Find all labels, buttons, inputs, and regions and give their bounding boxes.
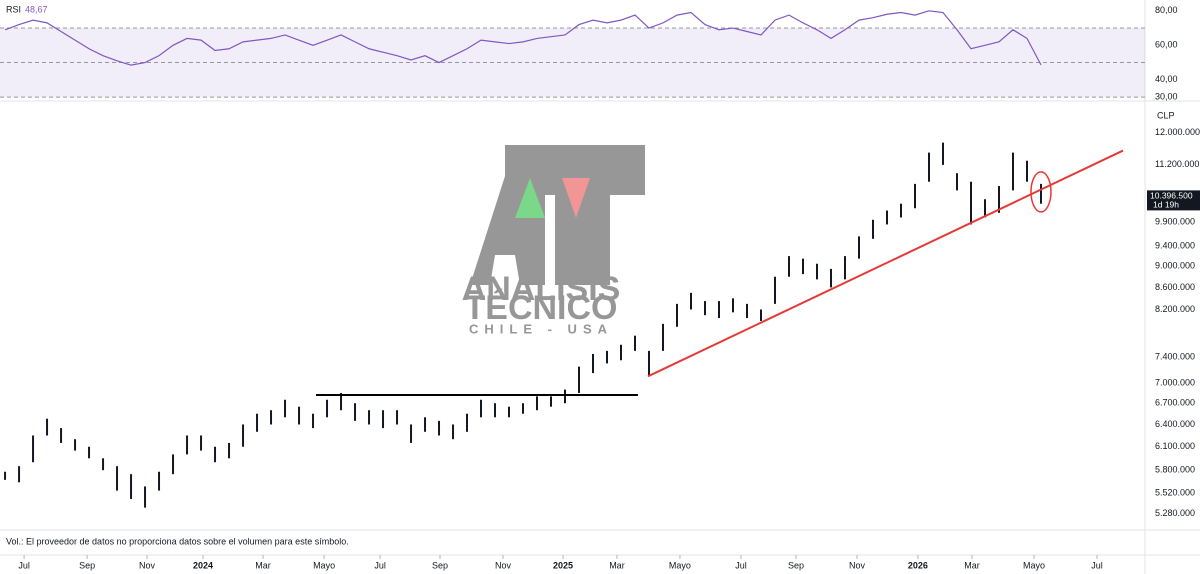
- y-tick-label: 6.400.000: [1155, 419, 1195, 429]
- highlight: [1030, 171, 1052, 213]
- y-tick-label: 60,00: [1155, 40, 1178, 50]
- x-tick-label: Jul: [18, 560, 30, 570]
- y-tick-label: 6.700.000: [1155, 398, 1195, 408]
- rsi-line: [4, 10, 1042, 66]
- y-tick-label: 9.400.000: [1155, 241, 1195, 251]
- y-tick-label: 5.280.000: [1155, 508, 1195, 518]
- y-tick-label: 8.200.000: [1155, 304, 1195, 314]
- x-tick-label: Mar: [964, 560, 980, 570]
- trend-line: [647, 149, 1124, 378]
- y-tick-label: 5.800.000: [1155, 465, 1195, 475]
- y-tick-label: 5.520.000: [1155, 487, 1195, 497]
- price-tag-label: 10.396.500: [1150, 191, 1193, 201]
- x-tick-label: Nov: [495, 560, 512, 570]
- x-tick-label: Sep: [788, 560, 804, 570]
- x-tick-label: Jul: [735, 560, 747, 570]
- y-tick-label: 80,00: [1155, 5, 1178, 15]
- x-tick-label: Mayo: [1023, 560, 1045, 570]
- y-tick-label: 9.000.000: [1155, 261, 1195, 271]
- x-tick-label: Sep: [79, 560, 95, 570]
- logo-stem: [555, 145, 610, 285]
- footer-note: Vol.: El proveedor de datos no proporcio…: [6, 536, 349, 546]
- logo-a: [470, 145, 545, 285]
- y-tick-label: 12.000.000: [1155, 127, 1200, 137]
- y-tick-label: 9.900.000: [1155, 216, 1195, 226]
- y-tick-label: 11.200.000: [1155, 159, 1199, 169]
- logo-down: [562, 178, 590, 218]
- y-tick-label: 7.400.000: [1155, 352, 1195, 362]
- y-tick-label: 7.000.000: [1155, 377, 1195, 387]
- x-tick-label: Mayo: [669, 560, 691, 570]
- y-tick-label: 8.600.000: [1155, 282, 1195, 292]
- watermark-text: CHILE - USA: [469, 321, 613, 336]
- y-tick-label: 40,00: [1155, 74, 1178, 84]
- legend-name: RSI: [6, 4, 21, 14]
- x-tick-label: 2024: [193, 560, 213, 570]
- y-tick-label: 30,00: [1155, 91, 1178, 101]
- x-tick-label: 2025: [553, 560, 573, 570]
- x-tick-label: Jul: [374, 560, 386, 570]
- x-tick-label: Mar: [609, 560, 625, 570]
- logo-up: [515, 178, 545, 218]
- x-tick-label: Mayo: [313, 560, 335, 570]
- legend-value: 48,67: [25, 4, 48, 14]
- watermark: ANÁLISIS TÉCNICO CHILE - USA: [462, 145, 645, 336]
- x-tick-label: Sep: [432, 560, 448, 570]
- x-tick-label: Nov: [139, 560, 156, 570]
- watermark-text: ANÁLISIS: [462, 270, 621, 308]
- countdown: 1d 19h: [1153, 200, 1179, 210]
- x-tick-label: Mar: [255, 560, 271, 570]
- x-tick-label: 2026: [908, 560, 928, 570]
- watermark-text: TÉCNICO: [465, 289, 618, 327]
- unit-label: CLP: [1157, 110, 1175, 120]
- price-tag: [1147, 190, 1200, 211]
- y-tick-label: 6.100.000: [1155, 441, 1195, 451]
- x-tick-label: Jul: [1091, 560, 1103, 570]
- x-tick-label: Nov: [849, 560, 866, 570]
